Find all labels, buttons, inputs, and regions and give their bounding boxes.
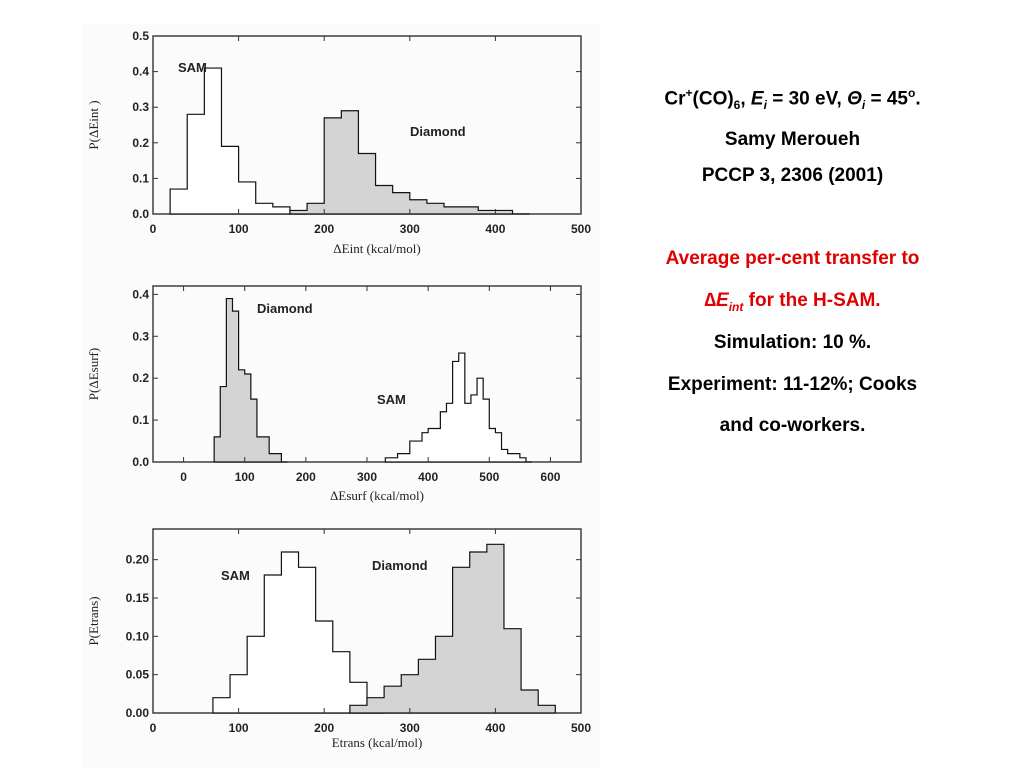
annotation-diamond: Diamond	[372, 558, 428, 573]
y-tick-label: 0.20	[126, 553, 150, 567]
x-tick-label: 0	[180, 470, 187, 484]
red-heading-line1: Average per-cent transfer to	[665, 248, 920, 270]
x-tick-label: 300	[357, 470, 377, 484]
x-axis-label: Etrans (kcal/mol)	[332, 735, 423, 750]
x-tick-label: 100	[229, 222, 249, 236]
annotation-sam: SAM	[377, 392, 406, 407]
experiment-result: Experiment: 11-12%; Cooks	[667, 373, 918, 395]
simulation-result: Simulation: 10 %.	[713, 331, 872, 353]
x-tick-label: 600	[540, 470, 560, 484]
simulation-title: Cr+(CO)6, Ei = 30 eV, Θi = 45o.	[664, 86, 921, 113]
x-tick-label: 200	[314, 721, 334, 735]
y-tick-label: 0.3	[132, 329, 149, 343]
red-heading-line2: ∆Eint for the H-SAM.	[704, 290, 881, 314]
x-tick-label: 400	[485, 721, 505, 735]
x-tick-label: 400	[418, 470, 438, 484]
histogram-series-sam	[212, 551, 385, 714]
x-tick-label: 200	[314, 222, 334, 236]
y-tick-label: 0.15	[126, 591, 150, 605]
y-tick-label: 0.0	[132, 207, 149, 221]
histogram-series-sam	[169, 67, 308, 215]
y-tick-label: 0.2	[132, 136, 149, 150]
y-tick-label: 0.5	[132, 29, 149, 43]
y-tick-label: 0.2	[132, 371, 149, 385]
reference: PCCP 3, 2306 (2001)	[701, 165, 884, 187]
x-tick-label: 200	[296, 470, 316, 484]
y-tick-label: 0.05	[126, 668, 150, 682]
histogram-series-diamond	[289, 110, 530, 215]
x-tick-label: 0	[150, 222, 157, 236]
x-tick-label: 400	[485, 222, 505, 236]
x-tick-label: 0	[150, 721, 157, 735]
y-tick-label: 0.3	[132, 100, 149, 114]
y-tick-label: 0.10	[126, 629, 150, 643]
x-axis-label: ΔEint (kcal/mol)	[333, 241, 420, 256]
info-panel: Cr+(CO)6, Ei = 30 eV, Θi = 45o. Samy Mer…	[600, 86, 985, 437]
y-tick-label: 0.1	[132, 413, 149, 427]
author-name: Samy Meroueh	[724, 129, 861, 151]
x-tick-label: 500	[479, 470, 499, 484]
histogram-series-diamond	[349, 543, 556, 714]
y-tick-label: 0.4	[132, 65, 149, 79]
x-tick-label: 100	[235, 470, 255, 484]
y-axis-label: P(ΔEint )	[86, 100, 101, 149]
x-tick-label: 500	[571, 222, 591, 236]
x-tick-label: 300	[400, 721, 420, 735]
y-tick-label: 0.1	[132, 171, 149, 185]
y-tick-label: 0.4	[132, 287, 149, 301]
coworkers: and co-workers.	[719, 414, 866, 436]
y-tick-label: 0.00	[126, 706, 150, 720]
histogram-series-sam	[384, 352, 533, 463]
histogram-figure: 0 100 200 300 400 500 0.0 0.1 0.2 0.3 0.4 0.5 ΔEint …	[86, 29, 591, 750]
x-tick-label: 500	[571, 721, 591, 735]
plot-frame	[152, 285, 582, 463]
x-tick-label: 300	[400, 222, 420, 236]
annotation-sam: SAM	[178, 60, 207, 75]
x-tick-label: 100	[229, 721, 249, 735]
chart-panel: 0 100 200 300 400 500 0.0 0.1 0.2 0.3 0.4 0.5 ΔEint …	[82, 24, 600, 768]
annotation-diamond: Diamond	[257, 301, 313, 316]
histogram-series-diamond	[213, 297, 288, 463]
y-tick-label: 0.0	[132, 455, 149, 469]
y-axis-label: P(Etrans)	[86, 596, 101, 645]
annotation-diamond: Diamond	[410, 124, 466, 139]
x-axis-label: ΔEsurf (kcal/mol)	[330, 488, 424, 503]
y-axis-label: P(ΔEsurf)	[86, 348, 101, 400]
annotation-sam: SAM	[221, 568, 250, 583]
